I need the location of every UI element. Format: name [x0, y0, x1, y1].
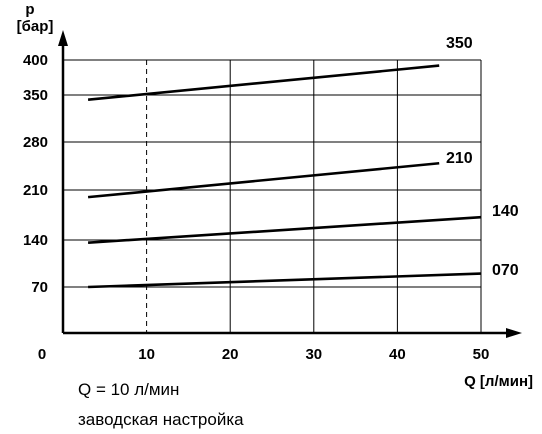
series-label-210: 210: [446, 150, 473, 167]
y-tick-label-400: 400: [23, 52, 48, 69]
series-layer: [87, 64, 482, 289]
flow-note: Q = 10 л/мин: [78, 380, 180, 399]
x-axis-arrow: [506, 328, 522, 338]
y-axis-unit: [бар]: [17, 18, 54, 35]
series-line-210: [87, 161, 440, 199]
x-tick-label-40: 40: [389, 346, 406, 363]
series-line-070: [88, 272, 482, 289]
factory-setting-note: заводская настройка: [78, 410, 244, 429]
y-tick-label-350: 350: [23, 87, 48, 104]
x-tick-label-30: 30: [305, 346, 322, 363]
y-axis-symbol: p: [25, 1, 34, 18]
x-axis-label: Q [л/мин]: [464, 373, 533, 390]
y-tick-label-280: 280: [23, 134, 48, 151]
x-tick-label-0: 0: [38, 346, 46, 363]
y-tick-label-210: 210: [23, 182, 48, 199]
series-line-350: [87, 64, 440, 101]
y-tick-label-140: 140: [23, 232, 48, 249]
grid: [63, 59, 482, 333]
x-tick-label-10: 10: [138, 346, 155, 363]
series-label-070: 070: [492, 262, 519, 279]
y-axis-arrow: [58, 30, 68, 46]
series-line-140: [87, 215, 482, 244]
labels: 0 10 20 30 40 50 70 140 210 280 350 400 p[бар] Q [л/м…: [17, 1, 533, 390]
series-label-140: 140: [492, 203, 519, 220]
x-tick-label-20: 20: [222, 346, 239, 363]
y-tick-label-70: 70: [31, 279, 48, 296]
series-label-350: 350: [446, 35, 473, 52]
x-tick-label-50: 50: [473, 346, 490, 363]
axes: [58, 30, 522, 338]
